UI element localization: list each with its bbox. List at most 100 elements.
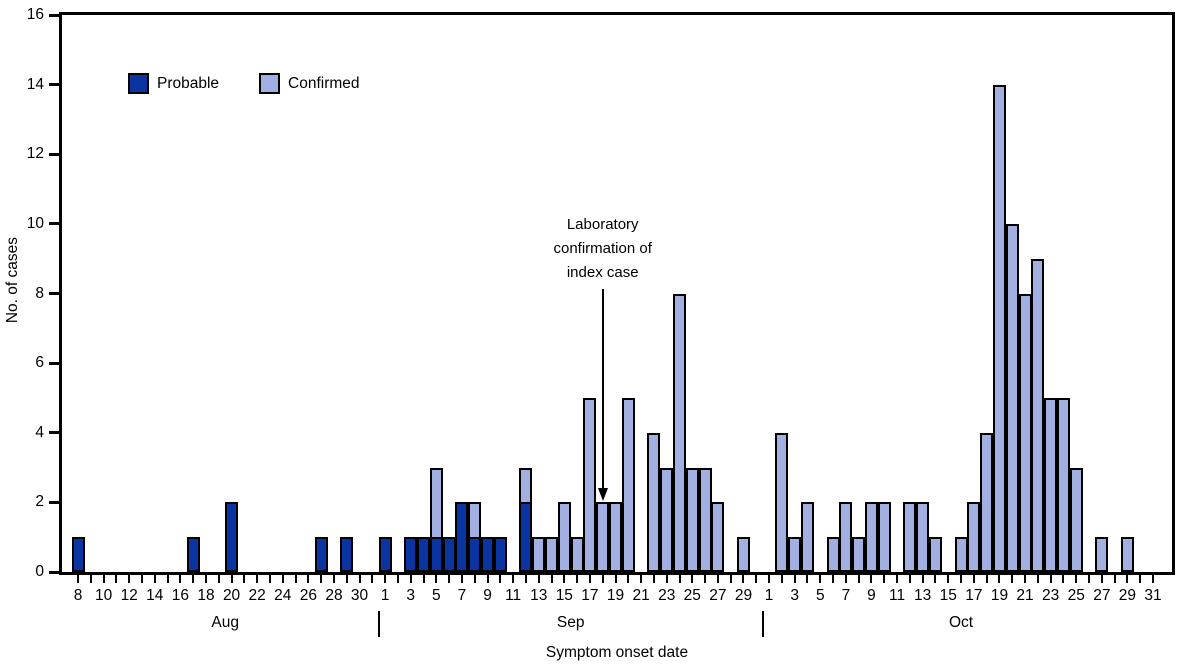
x-tick-label: 9 [867,587,876,604]
x-tick [819,575,822,583]
x-tick [1113,575,1116,583]
x-tick-label: 21 [1016,587,1034,604]
legend-item-confirmed: Confirmed [259,73,360,94]
x-tick-label: 30 [350,587,369,604]
x-tick [934,575,937,583]
bar-oct-23 [1044,397,1058,572]
bar-oct-6 [826,537,840,572]
x-tick [281,575,284,583]
bar-oct-9 [864,502,878,572]
x-tick-label: 9 [483,587,492,604]
bar-oct-8 [852,537,866,572]
bar-oct-18 [980,432,994,572]
x-tick [243,575,246,583]
y-tick-label: 2 [35,493,44,511]
bar-sep-12 [519,467,533,572]
x-tick-label: 23 [658,587,676,604]
x-tick [1049,575,1052,583]
x-tick [307,575,310,583]
bar-oct-19 [992,84,1006,572]
x-tick [89,575,92,583]
x-tick [320,575,323,583]
x-tick [384,575,387,583]
annotation-arrowhead-icon [597,487,608,501]
bar-sep-6 [442,537,456,572]
bar-aug-29 [340,537,354,572]
x-tick [998,575,1001,583]
bar-oct-22 [1031,258,1045,572]
y-tick [49,222,60,226]
y-tick [49,570,60,574]
x-tick-label: 10 [94,587,113,604]
x-tick-label: 21 [632,587,650,604]
confirmed-color-swatch [259,73,281,94]
bar-sep-17 [583,397,597,572]
bar-sep-19 [609,502,623,572]
plot-area: Probable Confirmed Laboratory confirmati… [27,6,1175,637]
x-tick [153,575,156,583]
x-tick [972,575,975,583]
x-tick [1036,575,1039,583]
bar-sep-27 [711,502,725,572]
month-label-aug: Aug [211,614,239,631]
x-tick [473,575,476,583]
bar-aug-17 [186,537,200,572]
bar-oct-13 [916,502,930,572]
x-tick [844,575,847,583]
y-tick [49,13,60,17]
x-tick-label: 7 [457,587,467,604]
bar-oct-7 [839,502,853,572]
annotation-line-2: confirmation of [553,240,652,257]
x-tick [793,575,796,583]
x-tick-label: 19 [990,587,1009,604]
x-tick [614,575,617,583]
x-tick-label: 1 [380,587,390,604]
x-tick-label: 12 [120,587,138,604]
y-tick-label: 8 [35,284,44,302]
x-tick [883,575,886,583]
x-tick [115,575,118,583]
x-tick [921,575,924,583]
y-tick-label: 6 [35,354,44,372]
bar-sep-9 [481,537,495,572]
bar-oct-14 [928,537,942,572]
bar-sep-26 [698,467,712,572]
x-tick [755,575,758,583]
x-tick [77,575,79,583]
bar-oct-2 [775,432,789,572]
x-tick [102,575,105,583]
x-tick [960,575,963,583]
x-tick-label: 29 [1118,587,1137,604]
y-tick [49,361,60,365]
y-tick-label: 4 [35,423,44,441]
annotation-line-3: index case [566,264,639,281]
x-tick [179,575,182,583]
x-tick [332,575,335,583]
x-tick [665,575,668,583]
x-tick-label: 17 [965,587,983,604]
month-label-sep: Sep [556,614,585,631]
x-tick [345,575,348,583]
bar-sep-8 [468,502,482,572]
y-tick-label: 12 [26,145,44,163]
x-tick [1062,575,1065,583]
month-divider [762,611,765,637]
bar-sep-5 [429,467,443,572]
x-tick [486,575,489,583]
bar-oct-3 [788,537,802,572]
y-tick [49,292,60,295]
x-tick [742,575,745,583]
bar-aug-27 [314,537,328,572]
x-tick [396,575,399,583]
x-tick-label: 11 [505,587,522,604]
x-tick [768,575,771,583]
x-tick [460,575,463,583]
bar-sep-22 [647,432,661,572]
x-tick-label: 22 [248,587,266,604]
x-tick [230,575,233,583]
x-tick [1152,575,1155,583]
probable-color-swatch [128,73,149,94]
x-tick [422,575,425,583]
x-tick [371,575,374,583]
bar-sep-4 [417,537,431,572]
